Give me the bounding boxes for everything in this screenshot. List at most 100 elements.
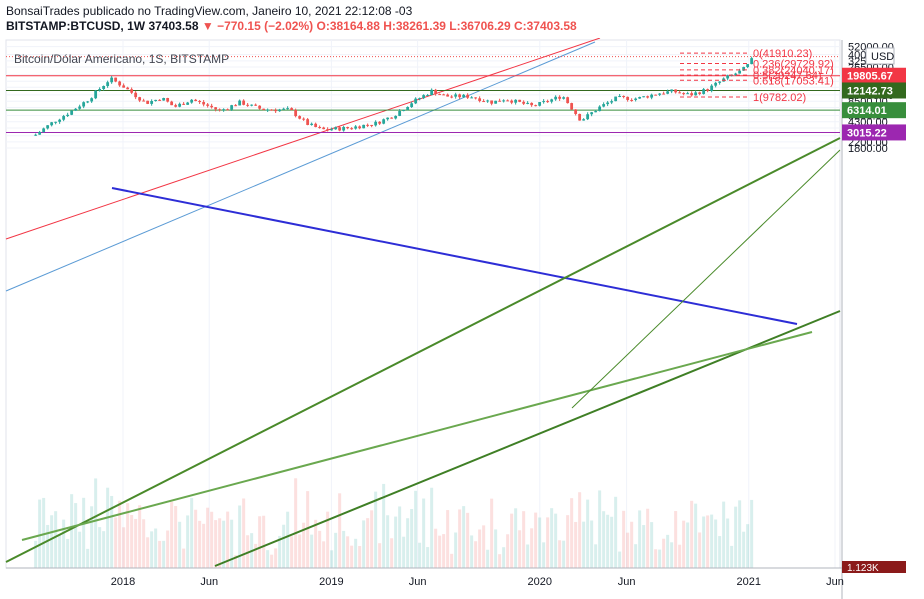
fib-level-label: 0.382(24040.17): [753, 65, 834, 77]
candle-body: [494, 100, 498, 104]
volume-bar: [410, 509, 414, 568]
volume-bar: [346, 536, 350, 568]
candle-body: [374, 121, 378, 126]
fib-level-label: 0.5(20247.64): [753, 70, 822, 82]
volume-bar: [202, 523, 206, 568]
candle-body: [450, 96, 454, 98]
candle-body: [674, 89, 678, 93]
volume-bar: [110, 495, 114, 568]
candle-body: [170, 101, 174, 106]
candle-body: [326, 129, 330, 131]
volume-bar: [86, 548, 90, 568]
volume-bar: [478, 529, 482, 568]
candle-body: [458, 94, 462, 98]
volume-bar: [642, 525, 646, 568]
candle-body: [622, 96, 626, 98]
candle-body: [78, 106, 82, 109]
chart-header: BonsaiTrades publicado no TradingView.co…: [6, 4, 906, 34]
candle-body: [334, 127, 338, 130]
candle-body: [342, 127, 346, 131]
candle-body: [546, 101, 550, 103]
candle-body: [646, 96, 650, 98]
volume-bar: [102, 531, 106, 568]
candle-body: [274, 109, 278, 112]
volume-bar: [174, 506, 178, 568]
candle-body: [530, 102, 534, 106]
candle-body: [418, 98, 422, 100]
candle-body: [214, 107, 218, 110]
volume-bar: [126, 503, 130, 568]
candle-body: [270, 109, 274, 111]
candle-body: [490, 100, 494, 104]
candle-body: [470, 97, 474, 99]
candle-body: [254, 104, 258, 106]
volume-bar: [610, 516, 614, 568]
volume-bar: [226, 511, 230, 568]
candle-body: [430, 89, 434, 95]
candle-body: [466, 94, 470, 98]
volume-bar: [186, 515, 190, 568]
volume-bar: [342, 530, 346, 568]
candle-body: [174, 105, 178, 107]
volume-bar: [314, 519, 318, 568]
candle-body: [286, 108, 290, 110]
volume-bar: [206, 507, 210, 568]
candle-body: [110, 77, 114, 83]
candle-body: [538, 102, 542, 106]
volume-bar: [254, 543, 258, 568]
volume-bar: [362, 520, 366, 568]
volume-bar: [366, 518, 370, 568]
candle-body: [50, 122, 54, 126]
candle-body: [658, 93, 662, 95]
volume-bar: [134, 518, 138, 568]
candle-body: [554, 96, 558, 100]
candle-body: [526, 102, 530, 104]
trend-line: [214, 310, 841, 567]
publisher-line: BonsaiTrades publicado no TradingView.co…: [6, 4, 413, 18]
candle-body: [202, 102, 206, 105]
volume-bar: [70, 494, 74, 568]
volume-bar: [38, 499, 42, 568]
volume-bar: [694, 503, 698, 568]
volume-bar: [530, 528, 534, 568]
volume-bar: [238, 505, 242, 568]
volume-bar: [698, 532, 702, 568]
volume-bar: [614, 496, 618, 568]
x-tick-label: Jun: [409, 576, 427, 588]
candle-body: [130, 89, 134, 93]
candle-body: [502, 100, 506, 102]
candle-body: [406, 106, 410, 111]
fibonacci-retracement: 0(41910.23)0.236(29729.92)0.382(24040.17…: [680, 48, 834, 104]
volume-bar: [534, 512, 538, 568]
price-chart[interactable]: 0(41910.23)0.236(29729.92)0.382(24040.17…: [0, 38, 924, 599]
volume-bar: [502, 547, 506, 568]
y-tick-label: 1800.00: [848, 143, 888, 155]
candle-body: [506, 100, 510, 102]
candle-body: [638, 96, 642, 99]
volume-bar: [466, 512, 470, 568]
candle-body: [586, 114, 590, 120]
candle-body: [34, 134, 38, 136]
candle-body: [370, 124, 374, 126]
candle-body: [190, 99, 194, 103]
candle-body: [606, 102, 610, 105]
candle-body: [314, 123, 318, 128]
volume-bar: [338, 493, 342, 568]
volume-bar: [566, 515, 570, 568]
level-label-bg: [842, 82, 906, 99]
volume-bar: [542, 542, 546, 568]
volume-bar: [90, 506, 94, 568]
volume-bar: [638, 510, 642, 568]
candle-body: [682, 93, 686, 95]
candle-body: [518, 99, 522, 102]
volume-bar: [722, 501, 726, 568]
volume-bar: [562, 540, 566, 568]
volume-bar: [734, 506, 738, 568]
volume-bar: [666, 534, 670, 568]
volume-bar: [506, 534, 510, 568]
volume-bar: [34, 540, 38, 568]
candle-body: [350, 128, 354, 130]
candle-body: [142, 100, 146, 102]
volume-bar: [746, 524, 750, 568]
candle-body: [322, 127, 326, 130]
